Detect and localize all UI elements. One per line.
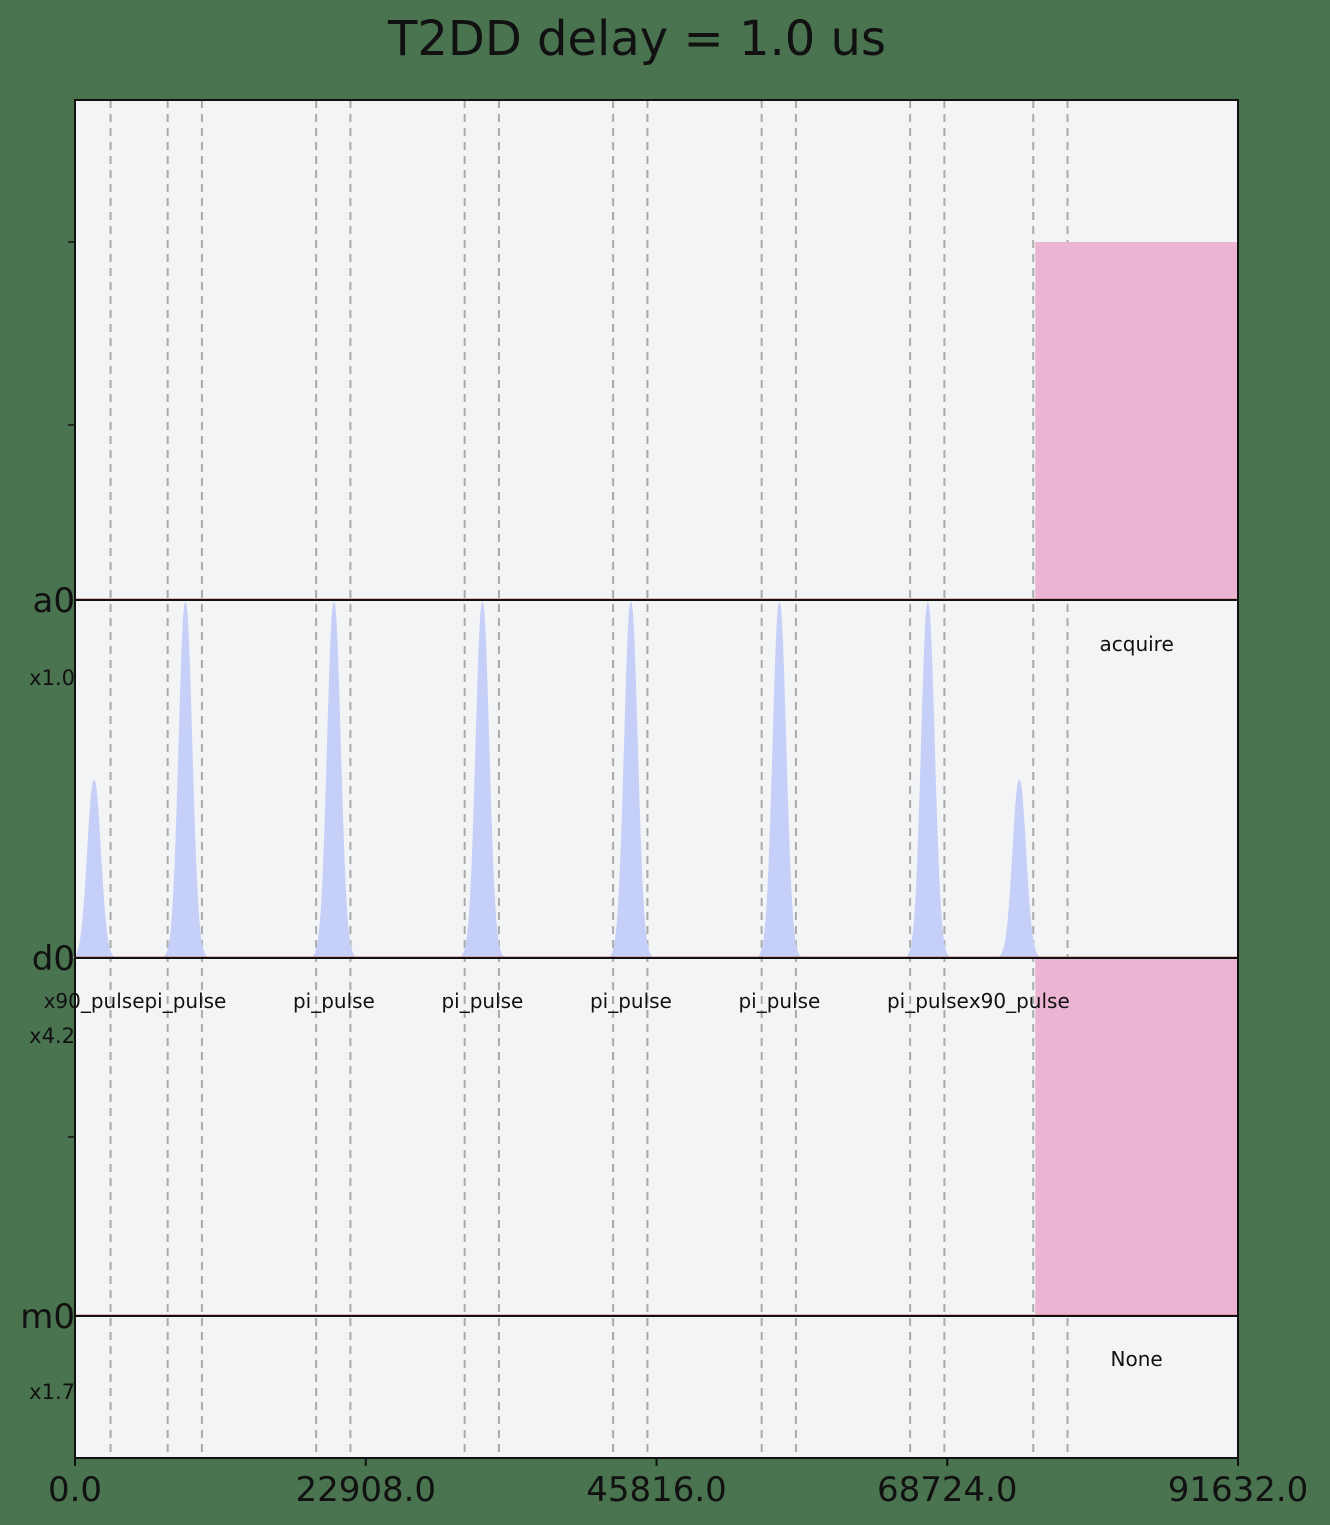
acquire-block [1035,242,1238,600]
measure-block [1035,958,1238,1316]
pulse-shape [461,601,504,957]
y-ticks [68,241,75,1138]
channel-name: m0 [20,1297,75,1337]
chart-title: T2DD delay = 1.0 us [387,11,886,67]
pulse-shape [997,779,1042,958]
channel-scale: x1.7 [29,1380,75,1404]
channel-name: d0 [32,939,75,979]
acquire-label: acquire [1100,632,1174,656]
channel-name: a0 [33,581,75,621]
pulse-label: pi_pulse [887,989,969,1013]
pulse-shape [312,601,356,957]
pulse-shapes [71,242,1238,1316]
pulse-label: x90_pulse [969,989,1070,1013]
pulse-shape [906,601,950,957]
pulse-shape [71,779,117,958]
pulse-label: pi_pulse [144,989,226,1013]
x-tick-label: 45816.0 [586,1470,727,1510]
pulse-shape [609,601,653,957]
pulse-label: pi_pulse [441,989,523,1013]
pulse-shape [758,601,801,957]
x-tick-label: 0.0 [48,1470,102,1510]
pulse-label: pi_pulse [590,989,672,1013]
x-tick-label: 22908.0 [295,1470,436,1510]
x-tick-label: 91632.0 [1168,1470,1309,1510]
measure-label: None [1111,1347,1163,1371]
channel-scale: x4.2 [29,1024,75,1048]
x-axis-ticks: 0.0 22908.0 45816.0 68724.0 91632.0 [48,1458,1308,1510]
x-tick-label: 68724.0 [877,1470,1018,1510]
pulse-label: x90_pulse [44,989,145,1013]
pulse-label: pi_pulse [738,989,820,1013]
pulse-shape [164,601,207,957]
channel-scale: x1.0 [29,666,75,690]
channel-baselines [75,598,1238,1317]
pulse-label: pi_pulse [293,989,375,1013]
